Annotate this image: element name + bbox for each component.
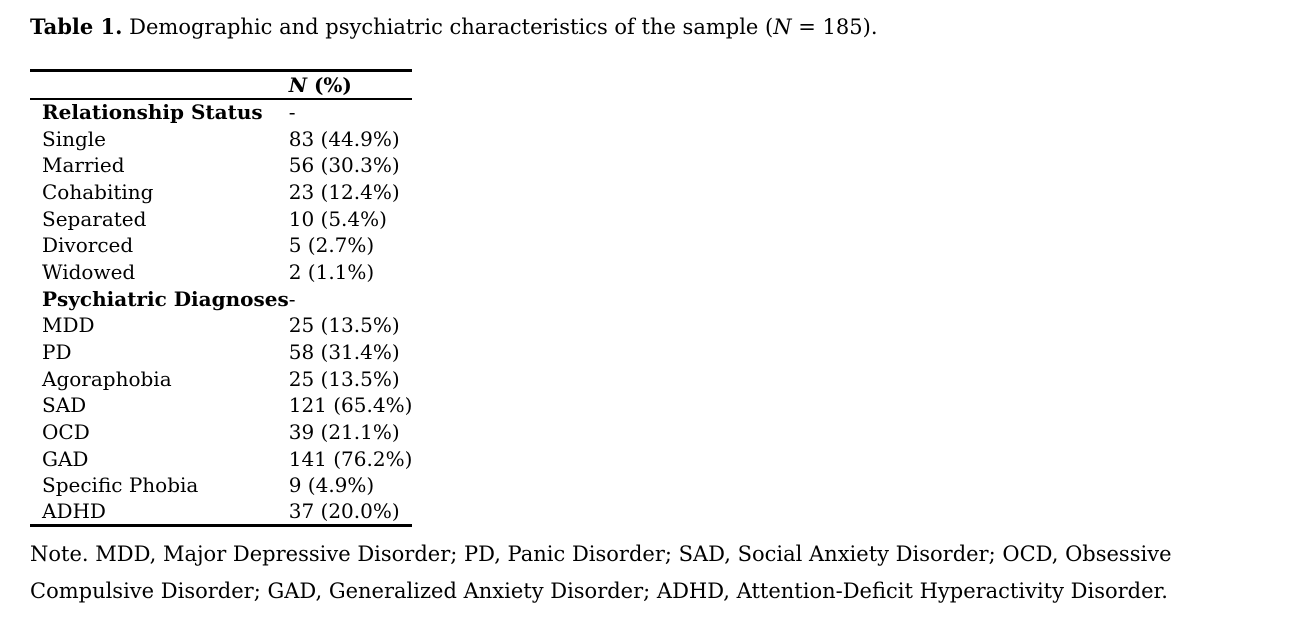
row-label: Agoraphobia <box>42 366 172 391</box>
row-label: Widowed <box>42 259 136 284</box>
row-label: MDD <box>42 313 95 338</box>
row-label: Psychiatric Diagnoses <box>42 286 289 311</box>
row-label: Relationship Status <box>42 100 263 125</box>
row-label: GAD <box>42 446 89 471</box>
header-n-percent: N (%) <box>289 71 413 99</box>
row-value: 10 (5.4%) <box>288 206 387 231</box>
table-row-section: Relationship Status - <box>30 99 412 126</box>
row-value: 23 (12.4%) <box>288 179 400 204</box>
row-label: SAD <box>42 393 87 418</box>
table-row-section: Psychiatric Diagnoses - <box>30 285 412 312</box>
header-n-symbol: N <box>288 72 307 97</box>
table-header: N (%) <box>30 71 413 99</box>
row-label: PD <box>42 340 72 365</box>
row-label: Cohabiting <box>42 179 154 204</box>
row-value: 5 (2.7%) <box>288 233 375 258</box>
header-percent-label: (%) <box>307 72 352 97</box>
table-row: Married 56 (30.3%) <box>30 152 412 179</box>
row-value: 2 (1.1%) <box>288 259 375 284</box>
table-note: Note. MDD, Major Depressive Disorder; PD… <box>30 542 1172 603</box>
row-value: 9 (4.9%) <box>288 473 375 498</box>
table-body: Relationship Status - Single 83 (44.9%) … <box>30 99 412 526</box>
row-value: 58 (31.4%) <box>288 340 400 365</box>
table-caption-label: Table 1. <box>30 14 123 39</box>
row-value: 141 (76.2%) <box>288 446 413 471</box>
table-row: ADHD 37 (20.0%) <box>30 499 412 526</box>
table-row: Single 83 (44.9%) <box>30 125 412 152</box>
table-row: Cohabiting 23 (12.4%) <box>30 179 412 206</box>
header-row: N (%) <box>30 71 413 99</box>
row-value: 39 (21.1%) <box>288 420 400 445</box>
table-row: PD 58 (31.4%) <box>30 339 412 366</box>
table-row: OCD 39 (21.1%) <box>30 419 412 446</box>
table-row: Divorced 5 (2.7%) <box>30 232 412 259</box>
row-value: 37 (20.0%) <box>288 499 400 524</box>
table-caption-text: Demographic and psychiatric characterist… <box>122 15 774 39</box>
table-row: Widowed 2 (1.1%) <box>30 259 412 286</box>
row-value: 25 (13.5%) <box>288 313 400 338</box>
row-label: Specific Phobia <box>42 473 199 498</box>
row-label: Divorced <box>42 233 134 258</box>
table-row: Specific Phobia 9 (4.9%) <box>30 472 412 499</box>
demographics-table: N (%) Relationship Status - Single 83 (4… <box>30 69 413 527</box>
table-caption-sample-size: = 185). <box>791 15 878 39</box>
row-label: OCD <box>42 420 90 445</box>
row-value: - <box>288 100 296 125</box>
table-row: SAD 121 (65.4%) <box>30 392 412 419</box>
row-value: 56 (30.3%) <box>288 153 400 178</box>
table-row: MDD 25 (13.5%) <box>30 312 412 339</box>
row-label: Separated <box>42 206 147 231</box>
row-label: ADHD <box>42 499 106 524</box>
table-caption-n-symbol: N <box>773 15 792 39</box>
row-value: - <box>288 286 296 311</box>
header-empty-cell <box>30 71 289 99</box>
row-label: Married <box>42 153 125 178</box>
row-value: 121 (65.4%) <box>288 393 413 418</box>
row-value: 25 (13.5%) <box>288 366 400 391</box>
table-row: GAD 141 (76.2%) <box>30 445 412 472</box>
table-row: Separated 10 (5.4%) <box>30 205 412 232</box>
table-row: Agoraphobia 25 (13.5%) <box>30 365 412 392</box>
table-caption: Table 1. Demographic and psychiatric cha… <box>30 12 1282 42</box>
row-value: 83 (44.9%) <box>288 126 400 151</box>
row-label: Single <box>42 126 107 151</box>
